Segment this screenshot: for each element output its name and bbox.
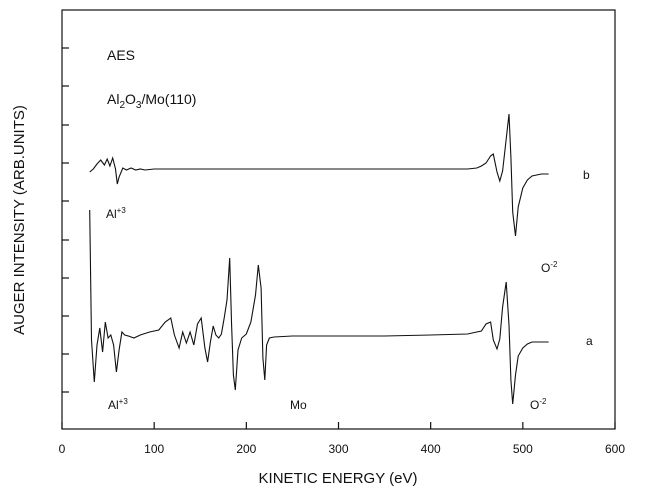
- x-axis-title: KINETIC ENERGY (eV): [259, 470, 418, 487]
- x-tick-label-200: 200: [236, 442, 256, 456]
- chart-subtitle: Al2O3/Mo(110): [107, 91, 196, 111]
- series-b-label: b: [583, 168, 590, 182]
- al-peak-label-a: Al+3: [108, 397, 128, 412]
- x-tick-label-100: 100: [144, 442, 164, 456]
- x-tick-label-600: 600: [605, 442, 625, 456]
- x-axis-ticks: 0 100 200 300 400 500 600: [59, 422, 625, 456]
- y-axis-ticks: [62, 47, 69, 393]
- chart-title: AES: [107, 47, 135, 63]
- plot-frame: [61, 9, 616, 430]
- o-peak-label-b: O-2: [541, 260, 558, 275]
- x-tick-label-400: 400: [421, 442, 441, 456]
- mo-peak-label-a: Mo: [290, 398, 307, 412]
- x-tick-label-500: 500: [513, 442, 533, 456]
- series-a-label: a: [586, 334, 593, 348]
- al-peak-label-b: Al+3: [106, 206, 126, 221]
- o-peak-label-a: O-2: [530, 397, 547, 412]
- series-a-line: [89, 209, 549, 405]
- series-b-line: [89, 113, 549, 237]
- x-tick-label-0: 0: [59, 442, 66, 456]
- x-tick-label-300: 300: [328, 442, 348, 456]
- y-axis-title: AUGER INTENSITY (ARB.UNITS): [11, 105, 28, 335]
